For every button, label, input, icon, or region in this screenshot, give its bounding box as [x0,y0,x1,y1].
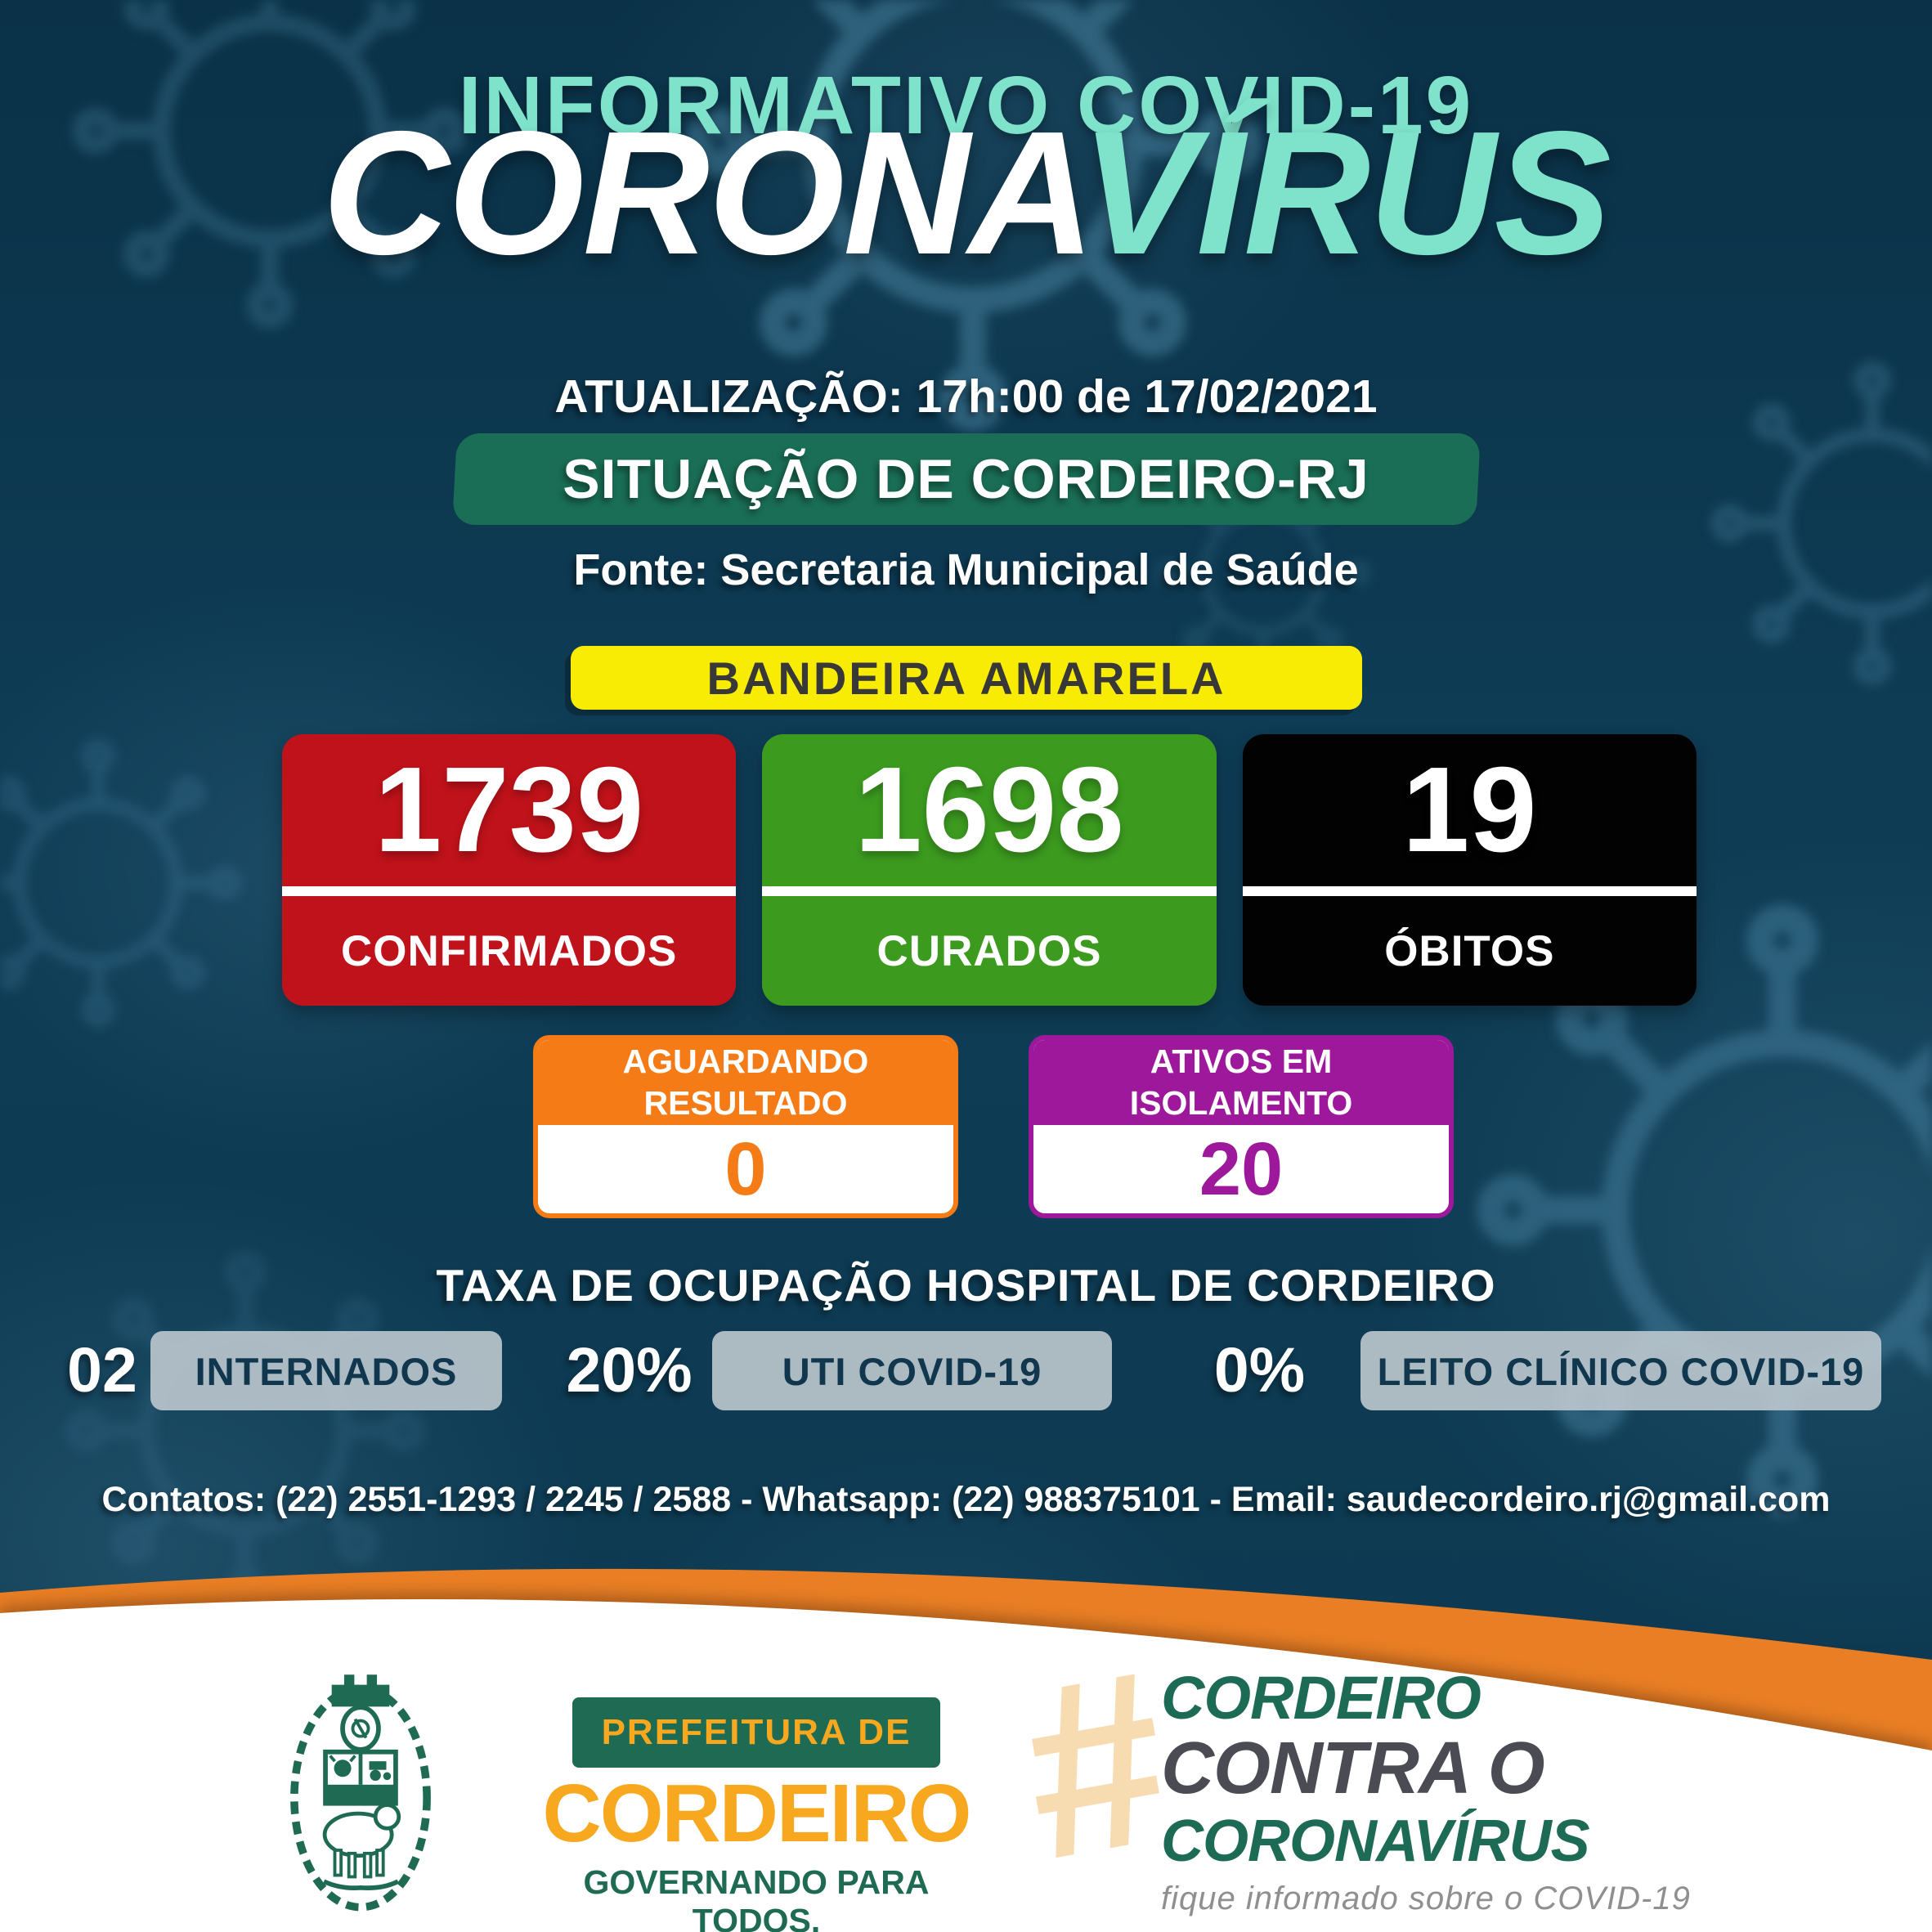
icu-occupancy-badge: UTI COVID-19 [712,1331,1112,1410]
bottom-curve-ribbon [0,1568,1932,1932]
confirmed-card: 1739 CONFIRMADOS [282,734,737,1006]
icu-occupancy-value: 20% [566,1335,693,1405]
page-title: CORONAVÍRUS [0,105,1932,280]
campaign-logo: CORDEIRO CONTRA O CORONAVÍRUS fique info… [1161,1664,1691,1916]
confirmed-value: 1739 [374,742,644,877]
deaths-value: 19 [1402,742,1537,877]
bulletin-kicker: INFORMATIVO COVID-19 [458,60,1474,151]
clinical-bed-badge: LEITO CLÍNICO COVID-19 [1360,1331,1881,1410]
campaign-line2: CONTRA O [1161,1728,1545,1809]
prefeitura-logo: PREFEITURA DE CORDEIRO GOVERNANDO PARA T… [536,1697,977,1932]
stats-cards-row: 1739 CONFIRMADOS 1698 CURADOS 19 ÓBITOS [282,734,1697,1006]
clinical-bed-value: 0% [1213,1335,1306,1405]
cured-value: 1698 [854,742,1124,877]
card-divider [762,886,1217,896]
source-line: Fonte: Secretaria Municipal de Saúde [0,545,1932,595]
active-isolation-card: ATIVOS EM ISOLAMENTO 20 [1029,1035,1454,1218]
contact-info: Contatos: (22) 2551-1293 / 2245 / 2588 -… [101,1480,1831,1519]
active-isolation-value: 20 [1199,1127,1284,1211]
cured-card: 1698 CURADOS [762,734,1217,1006]
campaign-tagline: fique informado sobre o COVID-19 [1161,1880,1691,1916]
update-timestamp: ATUALIZAÇÃO: 17h:00 de 17/02/2021 [0,370,1932,424]
prefeitura-slogan: GOVERNANDO PARA TODOS. [583,1863,930,1932]
occupancy-heading: TAXA DE OCUPAÇÃO HOSPITAL DE CORDEIRO [436,1260,1496,1311]
inpatients-badge: INTERNADOS [150,1331,502,1410]
update-label: ATUALIZAÇÃO: [554,370,903,423]
cordeiro-coat-of-arms-icon [290,1674,431,1912]
title-virus-text: VÍRUS [1080,94,1611,291]
card-divider [1242,886,1697,896]
awaiting-results-card: AGUARDANDO RESULTADO 0 [533,1035,958,1218]
situation-banner: SITUAÇÃO DE CORDEIRO-RJ [455,433,1478,525]
source-value: Secretaria Municipal de Saúde [720,545,1359,594]
situation-banner-label: SITUAÇÃO DE CORDEIRO-RJ [563,448,1369,510]
awaiting-results-title: AGUARDANDO RESULTADO [538,1040,953,1125]
active-isolation-title: ATIVOS EM ISOLAMENTO [1033,1040,1449,1125]
title-corona-text: CORONA [322,94,1083,291]
awaiting-results-value: 0 [724,1127,767,1211]
campaign-line1: CORDEIRO [1161,1664,1481,1732]
source-label: Fonte: [573,545,709,594]
cured-label: CURADOS [876,926,1102,975]
campaign-line3: CORONAVÍRUS [1161,1809,1590,1874]
flag-status-banner: BANDEIRA AMARELA [571,646,1362,710]
confirmed-label: CONFIRMADOS [340,926,678,975]
deaths-label: ÓBITOS [1384,926,1555,975]
inpatients-value: 02 [67,1335,137,1405]
card-divider [282,886,737,896]
prefeitura-city: CORDEIRO [542,1768,972,1859]
deaths-card: 19 ÓBITOS [1242,734,1697,1006]
prefeitura-tag: PREFEITURA DE [572,1697,941,1768]
update-value: 17h:00 de 17/02/2021 [916,370,1378,423]
